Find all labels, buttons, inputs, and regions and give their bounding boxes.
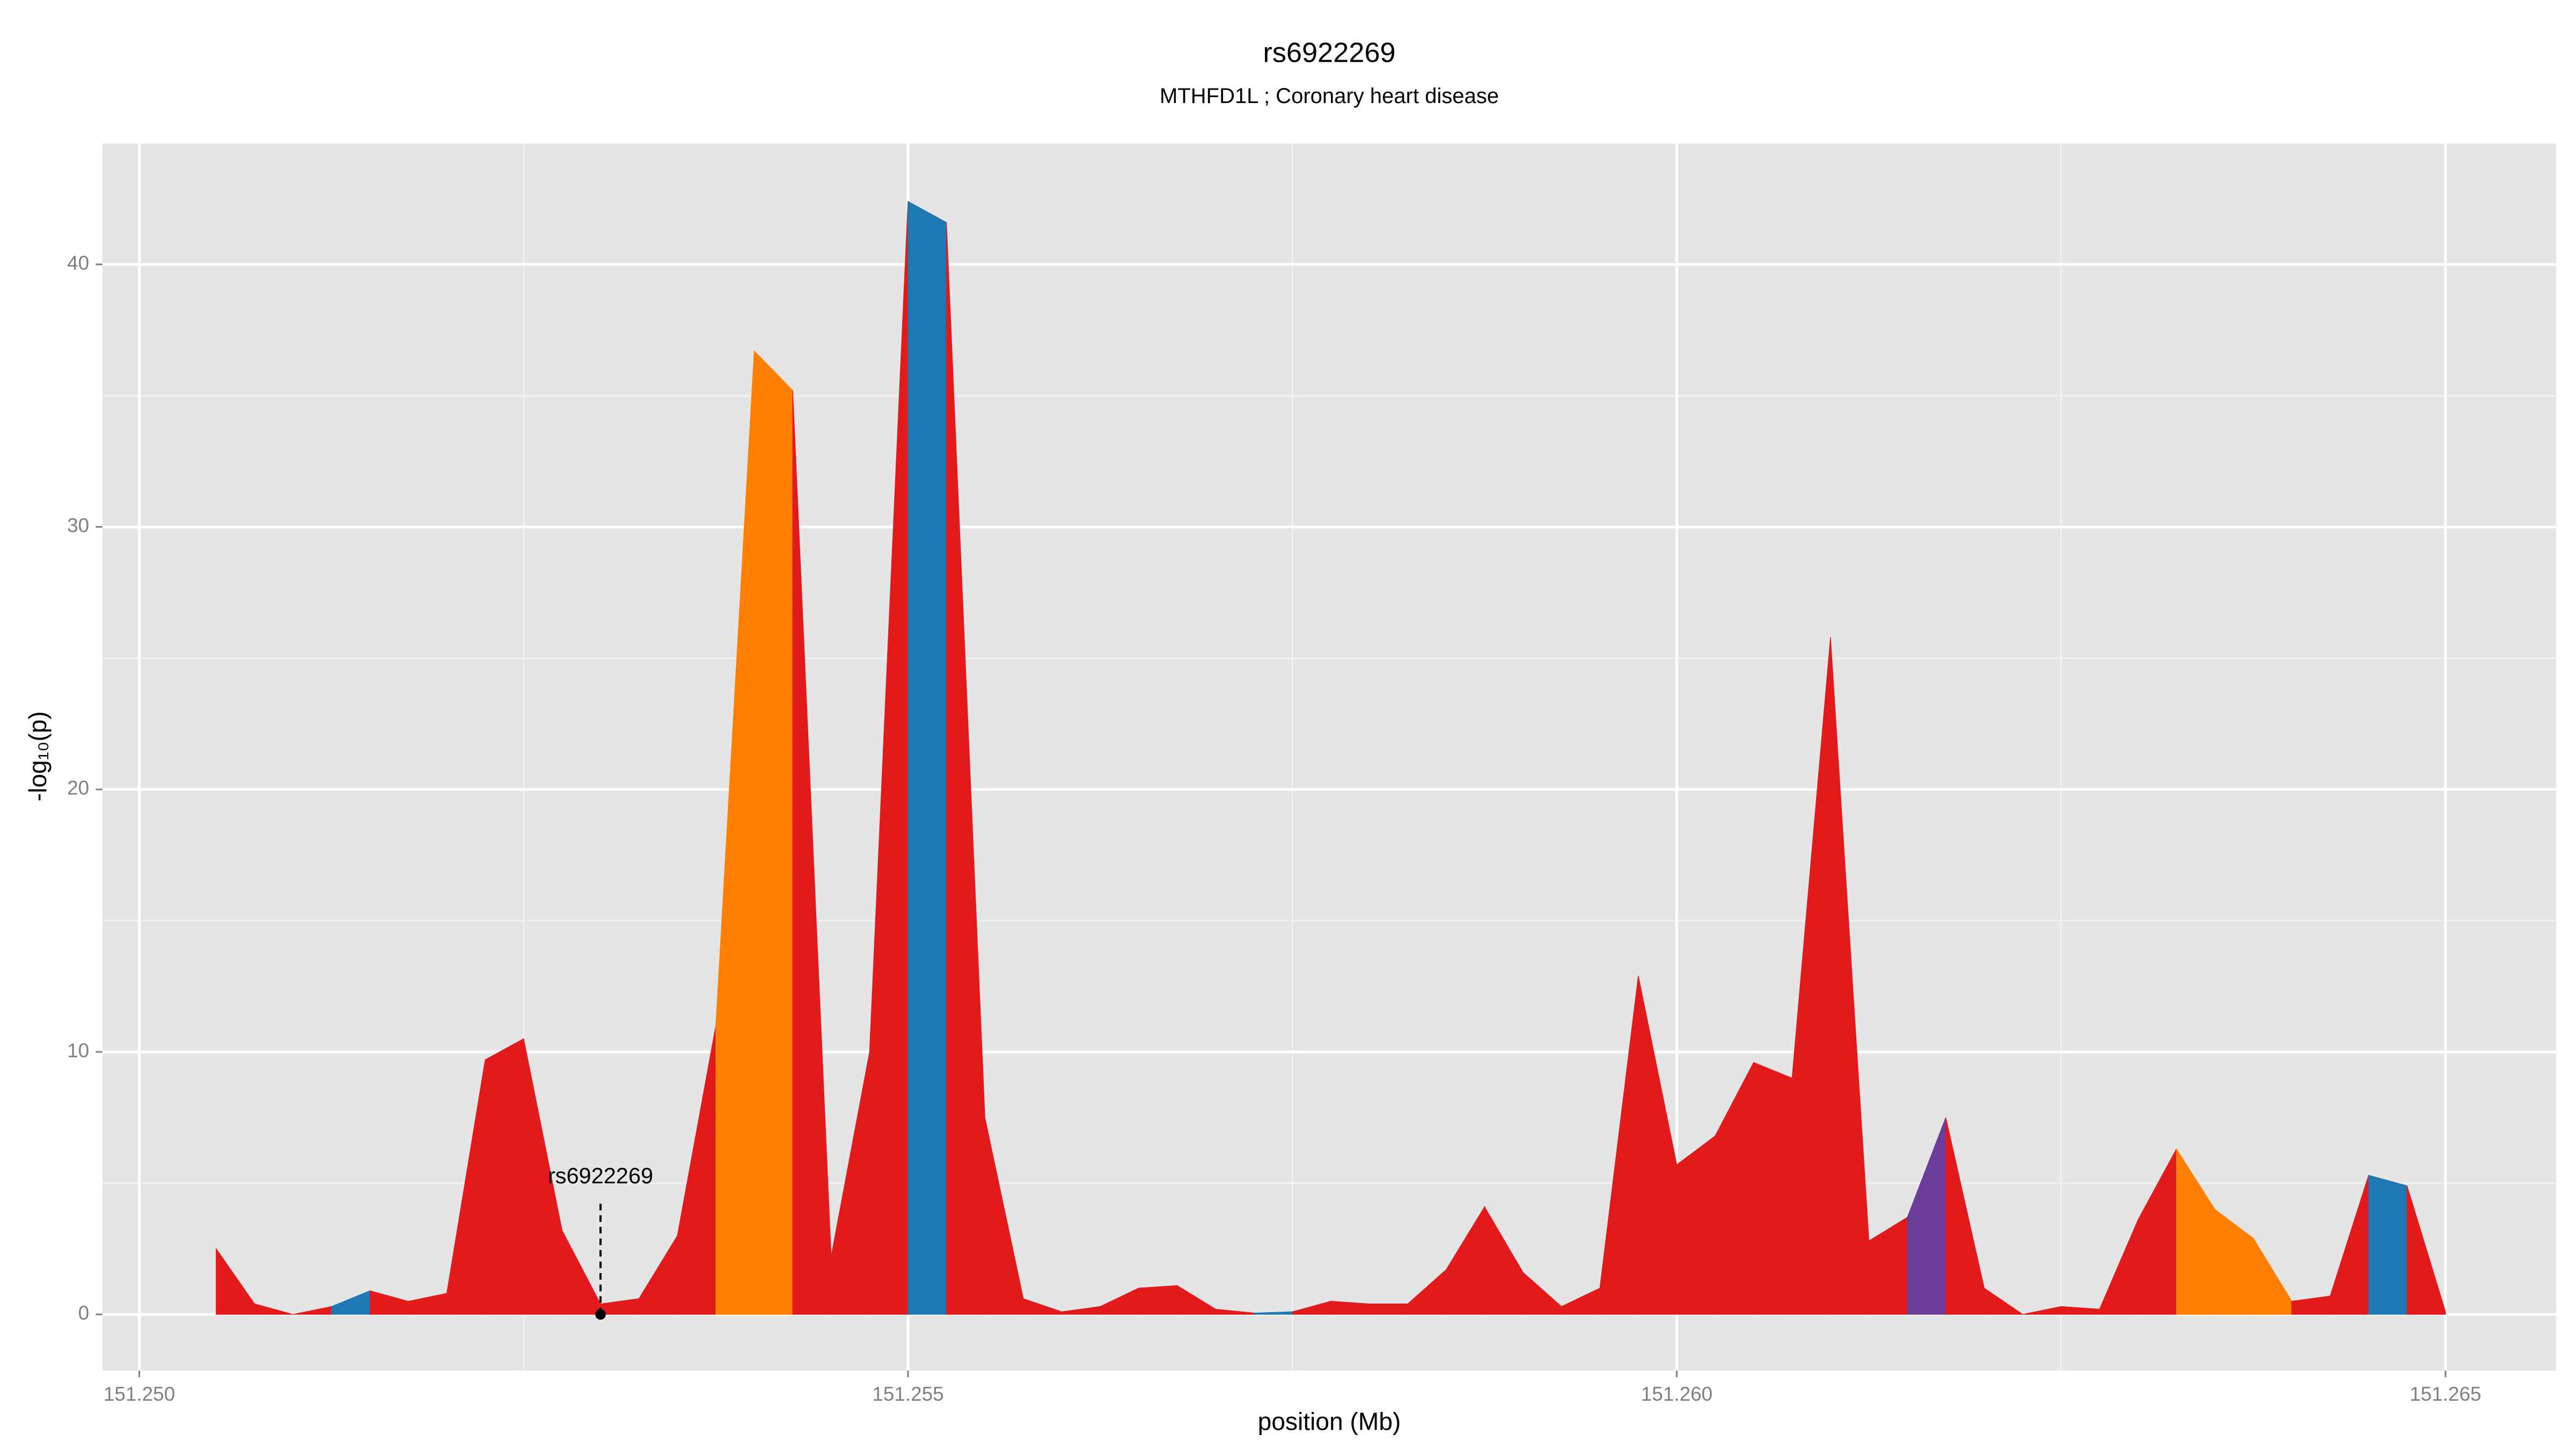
area-segment xyxy=(753,350,793,1315)
area-segment xyxy=(2368,1175,2407,1315)
chart-title: rs6922269 xyxy=(1263,37,1395,68)
y-tick-label: 20 xyxy=(67,777,89,799)
y-tick-label: 0 xyxy=(78,1302,90,1324)
area-segment xyxy=(2406,1185,2446,1315)
area-segment xyxy=(1753,1062,1792,1315)
area-segment xyxy=(485,1038,524,1315)
x-tick-label: 151.265 xyxy=(2410,1383,2481,1405)
area-segment xyxy=(1984,1287,2024,1315)
chart-subtitle: MTHFD1L ; Coronary heart disease xyxy=(1160,84,1499,108)
x-tick-label: 151.250 xyxy=(104,1383,175,1405)
y-tick-label: 40 xyxy=(67,252,89,274)
y-tick-label: 10 xyxy=(67,1040,89,1062)
annotation-point xyxy=(595,1309,606,1320)
area-segment xyxy=(1676,1135,1716,1315)
area-segment xyxy=(1368,1303,1408,1315)
area-segment xyxy=(1330,1301,1370,1315)
area-segment xyxy=(1138,1285,1177,1315)
area-segment xyxy=(908,201,947,1315)
x-tick-label: 151.260 xyxy=(1641,1383,1713,1405)
y-tick-label: 30 xyxy=(67,515,89,537)
x-axis-label: position (Mb) xyxy=(1258,1407,1401,1435)
y-axis-label: -log₁₀(p) xyxy=(24,711,52,801)
x-tick-label: 151.255 xyxy=(872,1383,943,1405)
area-segment xyxy=(254,1303,294,1315)
annotation-label: rs6922269 xyxy=(548,1163,653,1188)
